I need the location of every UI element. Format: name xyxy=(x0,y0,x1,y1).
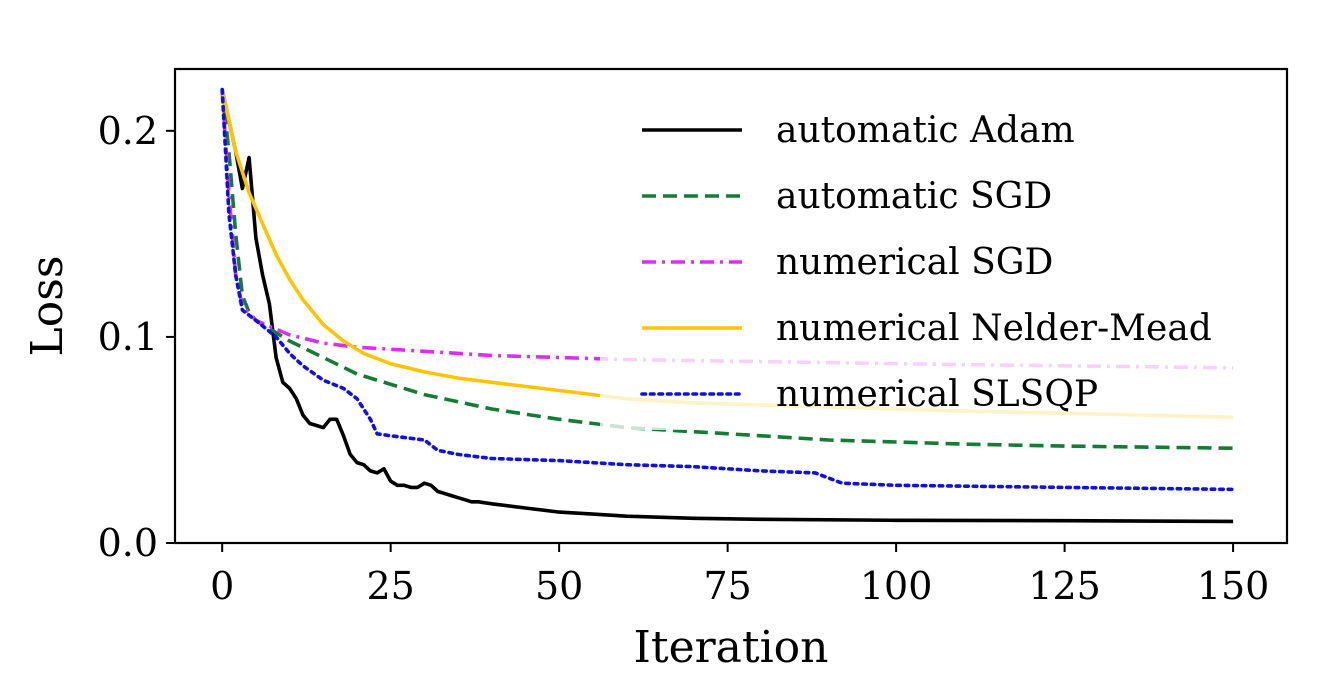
legend-label-2: numerical SGD xyxy=(776,242,1053,283)
x-tick-label-4: 100 xyxy=(860,564,933,608)
x-tick-label-3: 75 xyxy=(703,564,751,608)
x-tick-label-1: 25 xyxy=(366,564,414,608)
x-axis-label: Iteration xyxy=(634,622,829,673)
y-axis-label: Loss xyxy=(22,256,73,357)
series-line-4 xyxy=(220,87,1235,492)
legend-label-1: automatic SGD xyxy=(776,176,1052,217)
y-tick-label-1: 0.1 xyxy=(98,315,158,359)
plot-frame xyxy=(173,67,1289,545)
y-tick-label-0: 0.0 xyxy=(98,521,158,565)
legend-label-0: automatic Adam xyxy=(776,110,1075,151)
series-line-1 xyxy=(220,89,1234,450)
x-tick-label-5: 125 xyxy=(1028,564,1101,608)
legend-label-3: numerical Nelder-Mead xyxy=(776,308,1212,349)
axis-ticks: 0 25 50 75 100 125 150 0.0 0.1 0.2 xyxy=(98,109,1270,608)
legend-label-4: numerical SLSQP xyxy=(776,374,1098,415)
series-line-0 xyxy=(220,89,1234,524)
legend: automatic Adam automatic SGD numerical SGD… xyxy=(640,110,1212,415)
legend-background xyxy=(600,90,1272,430)
x-tick-label-6: 150 xyxy=(1197,564,1270,608)
y-tick-label-2: 0.2 xyxy=(98,109,158,153)
x-tick-label-0: 0 xyxy=(210,564,234,608)
x-tick-label-2: 50 xyxy=(535,564,583,608)
